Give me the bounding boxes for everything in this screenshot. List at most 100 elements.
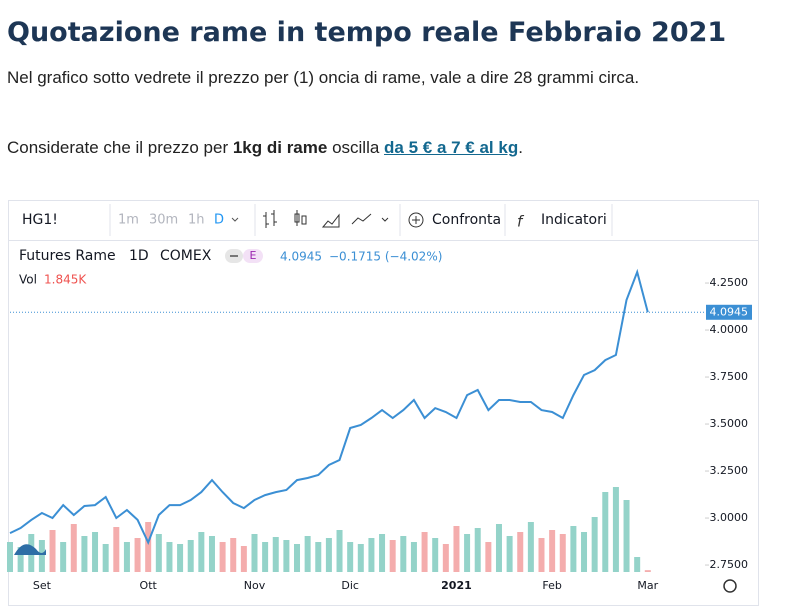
compare-button[interactable]: Confronta (432, 212, 501, 228)
legend-price: 4.0945 (280, 250, 322, 264)
volume-bar (219, 542, 226, 572)
indicators-button[interactable]: Indicatori (541, 212, 607, 228)
x-tick-label: Ott (140, 579, 158, 592)
logo (14, 544, 46, 555)
note-text: Considerate che il prezzo per (7, 138, 233, 157)
volume-bar (315, 542, 322, 572)
volume-bar (70, 524, 77, 572)
volume-bar (336, 530, 343, 572)
x-tick-label: Nov (244, 579, 266, 592)
volume-bar (38, 540, 45, 572)
volume-bar (283, 540, 290, 572)
volume-bar (570, 526, 577, 572)
x-tick-label: Mar (637, 579, 658, 592)
volume-bar (410, 542, 417, 572)
volume-bar (389, 540, 396, 572)
x-tick-label: Feb (542, 579, 561, 592)
volume-bar (251, 534, 258, 572)
x-tick-label: 2021 (441, 579, 472, 592)
chart-style-icons[interactable] (263, 210, 389, 228)
earnings-badge-text: E (250, 249, 257, 262)
volume-bar (294, 544, 301, 572)
volume-bar (230, 538, 237, 572)
volume-bar (464, 534, 471, 572)
last-price-label: 4.0945 (710, 305, 749, 318)
volume-bar (612, 487, 619, 572)
legend-exchange: COMEX (160, 248, 212, 264)
note-text: oscilla (327, 138, 385, 157)
volume-bar (549, 530, 556, 572)
volume-bar (166, 542, 173, 572)
interval[interactable]: 1m (118, 213, 139, 228)
volume-bar (325, 538, 332, 572)
volume-bar (538, 538, 545, 572)
volume-bar (134, 538, 141, 572)
volume-bar (453, 526, 460, 572)
y-tick-label: 3.7500 (710, 370, 749, 383)
note-link[interactable]: da 5 € a 7 € al kg (384, 138, 519, 157)
volume-bar (623, 500, 630, 572)
volume-bar (602, 492, 609, 572)
note: Considerate che il prezzo per 1kg di ram… (7, 138, 523, 158)
volume-bar (591, 517, 598, 572)
volume-bar (7, 542, 13, 572)
volume-bar (357, 544, 364, 572)
dropdown-icon[interactable] (231, 217, 239, 222)
volume-bar (113, 527, 120, 572)
volume-bar (262, 542, 269, 572)
volume-bar (432, 538, 439, 572)
volume-bar (581, 532, 588, 572)
settings-icon[interactable] (723, 579, 737, 593)
volume-bar (145, 522, 152, 572)
toolbar-separators (109, 204, 613, 236)
x-tick-label: Set (33, 579, 52, 592)
price-line (9, 268, 649, 546)
volume-bar (155, 534, 162, 572)
volume-bar (81, 536, 88, 572)
note-bold: 1kg di rame (232, 138, 328, 157)
symbol[interactable]: HG1! (22, 212, 58, 228)
compare-icon[interactable] (412, 216, 420, 224)
y-tick-label: 3.0000 (710, 511, 749, 524)
volume-bar (517, 532, 524, 572)
volume-bar (379, 534, 386, 572)
indicators-icon[interactable]: f (517, 213, 525, 231)
vol-value: 1.845K (44, 273, 87, 287)
y-tick-label: 3.5000 (710, 417, 749, 430)
compare-icon[interactable] (408, 212, 424, 228)
volume-bar (60, 542, 67, 572)
volume-bar (102, 544, 109, 572)
y-tick-label: 4.0000 (710, 323, 749, 336)
note-text: . (518, 138, 523, 157)
volume-bar (485, 542, 492, 572)
volume-bar (304, 536, 311, 572)
volume-bar (92, 532, 99, 572)
legend-interval: 1D (129, 248, 149, 264)
last-price-tag (706, 304, 752, 320)
volume-bar (208, 536, 215, 572)
volume-bar (49, 530, 56, 572)
volume-bar (400, 536, 407, 572)
legend-name: Futures Rame (19, 248, 116, 264)
volume-bar (442, 544, 449, 572)
interval[interactable]: 30m (149, 213, 178, 228)
volume-bar (198, 532, 205, 572)
x-tick-label: Dic (341, 579, 359, 592)
interval[interactable]: 1h (188, 213, 205, 228)
interval[interactable]: D (214, 213, 224, 228)
volume-bar (368, 538, 375, 572)
volume-bar (559, 534, 566, 572)
volume-bar (347, 542, 354, 572)
volume-bar (634, 557, 641, 572)
earnings-badge (243, 249, 263, 263)
y-tick-label: 2.7500 (710, 558, 749, 571)
volume-bar (506, 536, 513, 572)
y-tick-label: 3.2500 (710, 464, 749, 477)
legend-change: −0.1715 (−4.02%) (329, 250, 442, 264)
volume-bar (527, 522, 534, 572)
volume-bar (421, 532, 428, 572)
volume-bar (474, 528, 481, 572)
volume-bar (177, 544, 184, 572)
